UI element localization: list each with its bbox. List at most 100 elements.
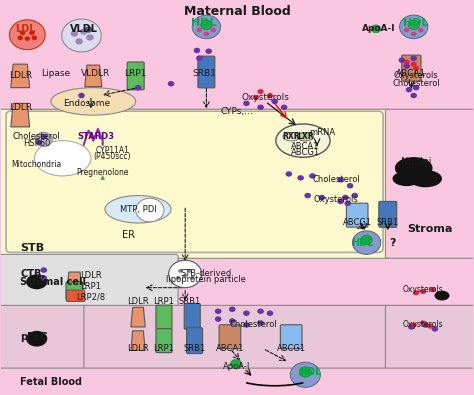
Text: Stroma: Stroma — [408, 224, 453, 234]
Text: LXR: LXR — [297, 132, 314, 141]
Circle shape — [403, 60, 410, 65]
Text: Cholesterol: Cholesterol — [392, 79, 440, 88]
Ellipse shape — [283, 132, 300, 141]
Text: Oxysterols: Oxysterols — [394, 71, 438, 81]
FancyBboxPatch shape — [66, 282, 83, 300]
Text: ApoA-I: ApoA-I — [223, 362, 251, 371]
Circle shape — [168, 81, 174, 87]
Text: STB-derived: STB-derived — [181, 269, 232, 278]
Text: LDLR: LDLR — [127, 297, 149, 306]
Circle shape — [410, 322, 417, 327]
Text: Oxysterols: Oxysterols — [403, 320, 444, 329]
Circle shape — [203, 32, 209, 36]
Ellipse shape — [297, 132, 314, 141]
Circle shape — [345, 201, 351, 206]
FancyBboxPatch shape — [280, 325, 302, 349]
Text: Cholesterol: Cholesterol — [13, 132, 61, 141]
FancyBboxPatch shape — [198, 56, 215, 88]
Circle shape — [361, 235, 372, 245]
Circle shape — [319, 195, 325, 200]
Text: Oxysterols: Oxysterols — [403, 285, 444, 294]
Circle shape — [410, 93, 417, 98]
Circle shape — [422, 322, 429, 328]
FancyBboxPatch shape — [187, 328, 202, 354]
Circle shape — [243, 101, 250, 106]
FancyBboxPatch shape — [0, 368, 474, 395]
Circle shape — [413, 85, 419, 90]
Text: MTP, PDI: MTP, PDI — [119, 205, 156, 214]
Circle shape — [36, 140, 42, 145]
Text: RXR: RXR — [283, 132, 300, 141]
Circle shape — [432, 326, 438, 332]
Circle shape — [243, 310, 250, 316]
Circle shape — [25, 36, 30, 41]
Circle shape — [176, 276, 181, 280]
Circle shape — [85, 26, 92, 33]
Text: SRB1: SRB1 — [377, 218, 399, 228]
FancyBboxPatch shape — [66, 290, 85, 301]
Text: LDLR: LDLR — [9, 71, 32, 81]
Circle shape — [347, 183, 354, 188]
Text: (P450scc): (P450scc) — [93, 152, 131, 161]
Circle shape — [9, 20, 45, 50]
Text: Cholesterol: Cholesterol — [312, 175, 360, 184]
Circle shape — [352, 193, 358, 198]
Circle shape — [78, 93, 85, 98]
Circle shape — [230, 359, 242, 369]
Polygon shape — [131, 331, 145, 350]
Circle shape — [40, 275, 47, 281]
Ellipse shape — [276, 124, 330, 157]
Circle shape — [210, 28, 216, 32]
Text: LRP1: LRP1 — [154, 297, 174, 306]
Circle shape — [410, 56, 417, 61]
Circle shape — [215, 316, 221, 322]
Circle shape — [257, 320, 264, 326]
Circle shape — [197, 28, 202, 32]
FancyBboxPatch shape — [156, 329, 172, 353]
Text: Endosome: Endosome — [63, 99, 110, 108]
Circle shape — [337, 177, 344, 182]
Circle shape — [201, 20, 212, 30]
FancyBboxPatch shape — [84, 305, 390, 372]
Circle shape — [71, 30, 78, 37]
Ellipse shape — [26, 331, 47, 346]
Text: SRB1: SRB1 — [183, 344, 206, 353]
FancyBboxPatch shape — [0, 254, 178, 309]
Circle shape — [196, 56, 202, 61]
Circle shape — [192, 15, 220, 39]
Circle shape — [410, 62, 417, 67]
Circle shape — [371, 25, 381, 33]
Text: LDLR: LDLR — [80, 271, 102, 280]
FancyBboxPatch shape — [127, 62, 144, 90]
Polygon shape — [11, 64, 30, 88]
Circle shape — [342, 195, 349, 200]
FancyBboxPatch shape — [184, 303, 200, 329]
Ellipse shape — [435, 291, 449, 301]
Text: HDL: HDL — [299, 367, 321, 377]
Circle shape — [403, 63, 410, 69]
Circle shape — [40, 134, 47, 139]
Circle shape — [253, 95, 259, 100]
Circle shape — [243, 322, 250, 328]
Circle shape — [135, 85, 141, 90]
FancyBboxPatch shape — [346, 203, 368, 227]
Circle shape — [183, 274, 188, 278]
Text: CYPs,...: CYPs,... — [220, 107, 254, 116]
Text: lipoprotein particle: lipoprotein particle — [166, 275, 246, 284]
Text: LRP2/8: LRP2/8 — [76, 292, 106, 301]
Circle shape — [272, 99, 278, 104]
Text: Lipase: Lipase — [41, 70, 70, 79]
Circle shape — [36, 132, 52, 147]
Ellipse shape — [51, 88, 136, 115]
Circle shape — [408, 324, 415, 330]
Polygon shape — [100, 175, 105, 180]
Text: HDL: HDL — [191, 18, 217, 28]
FancyBboxPatch shape — [0, 0, 474, 113]
Circle shape — [188, 269, 192, 273]
Text: STARD3: STARD3 — [77, 132, 114, 141]
Text: VLDLR: VLDLR — [81, 70, 110, 79]
Text: ABCG1: ABCG1 — [291, 148, 320, 157]
Text: mRNA: mRNA — [309, 128, 335, 137]
Circle shape — [86, 34, 94, 41]
Text: Oxysterols: Oxysterols — [314, 195, 358, 204]
